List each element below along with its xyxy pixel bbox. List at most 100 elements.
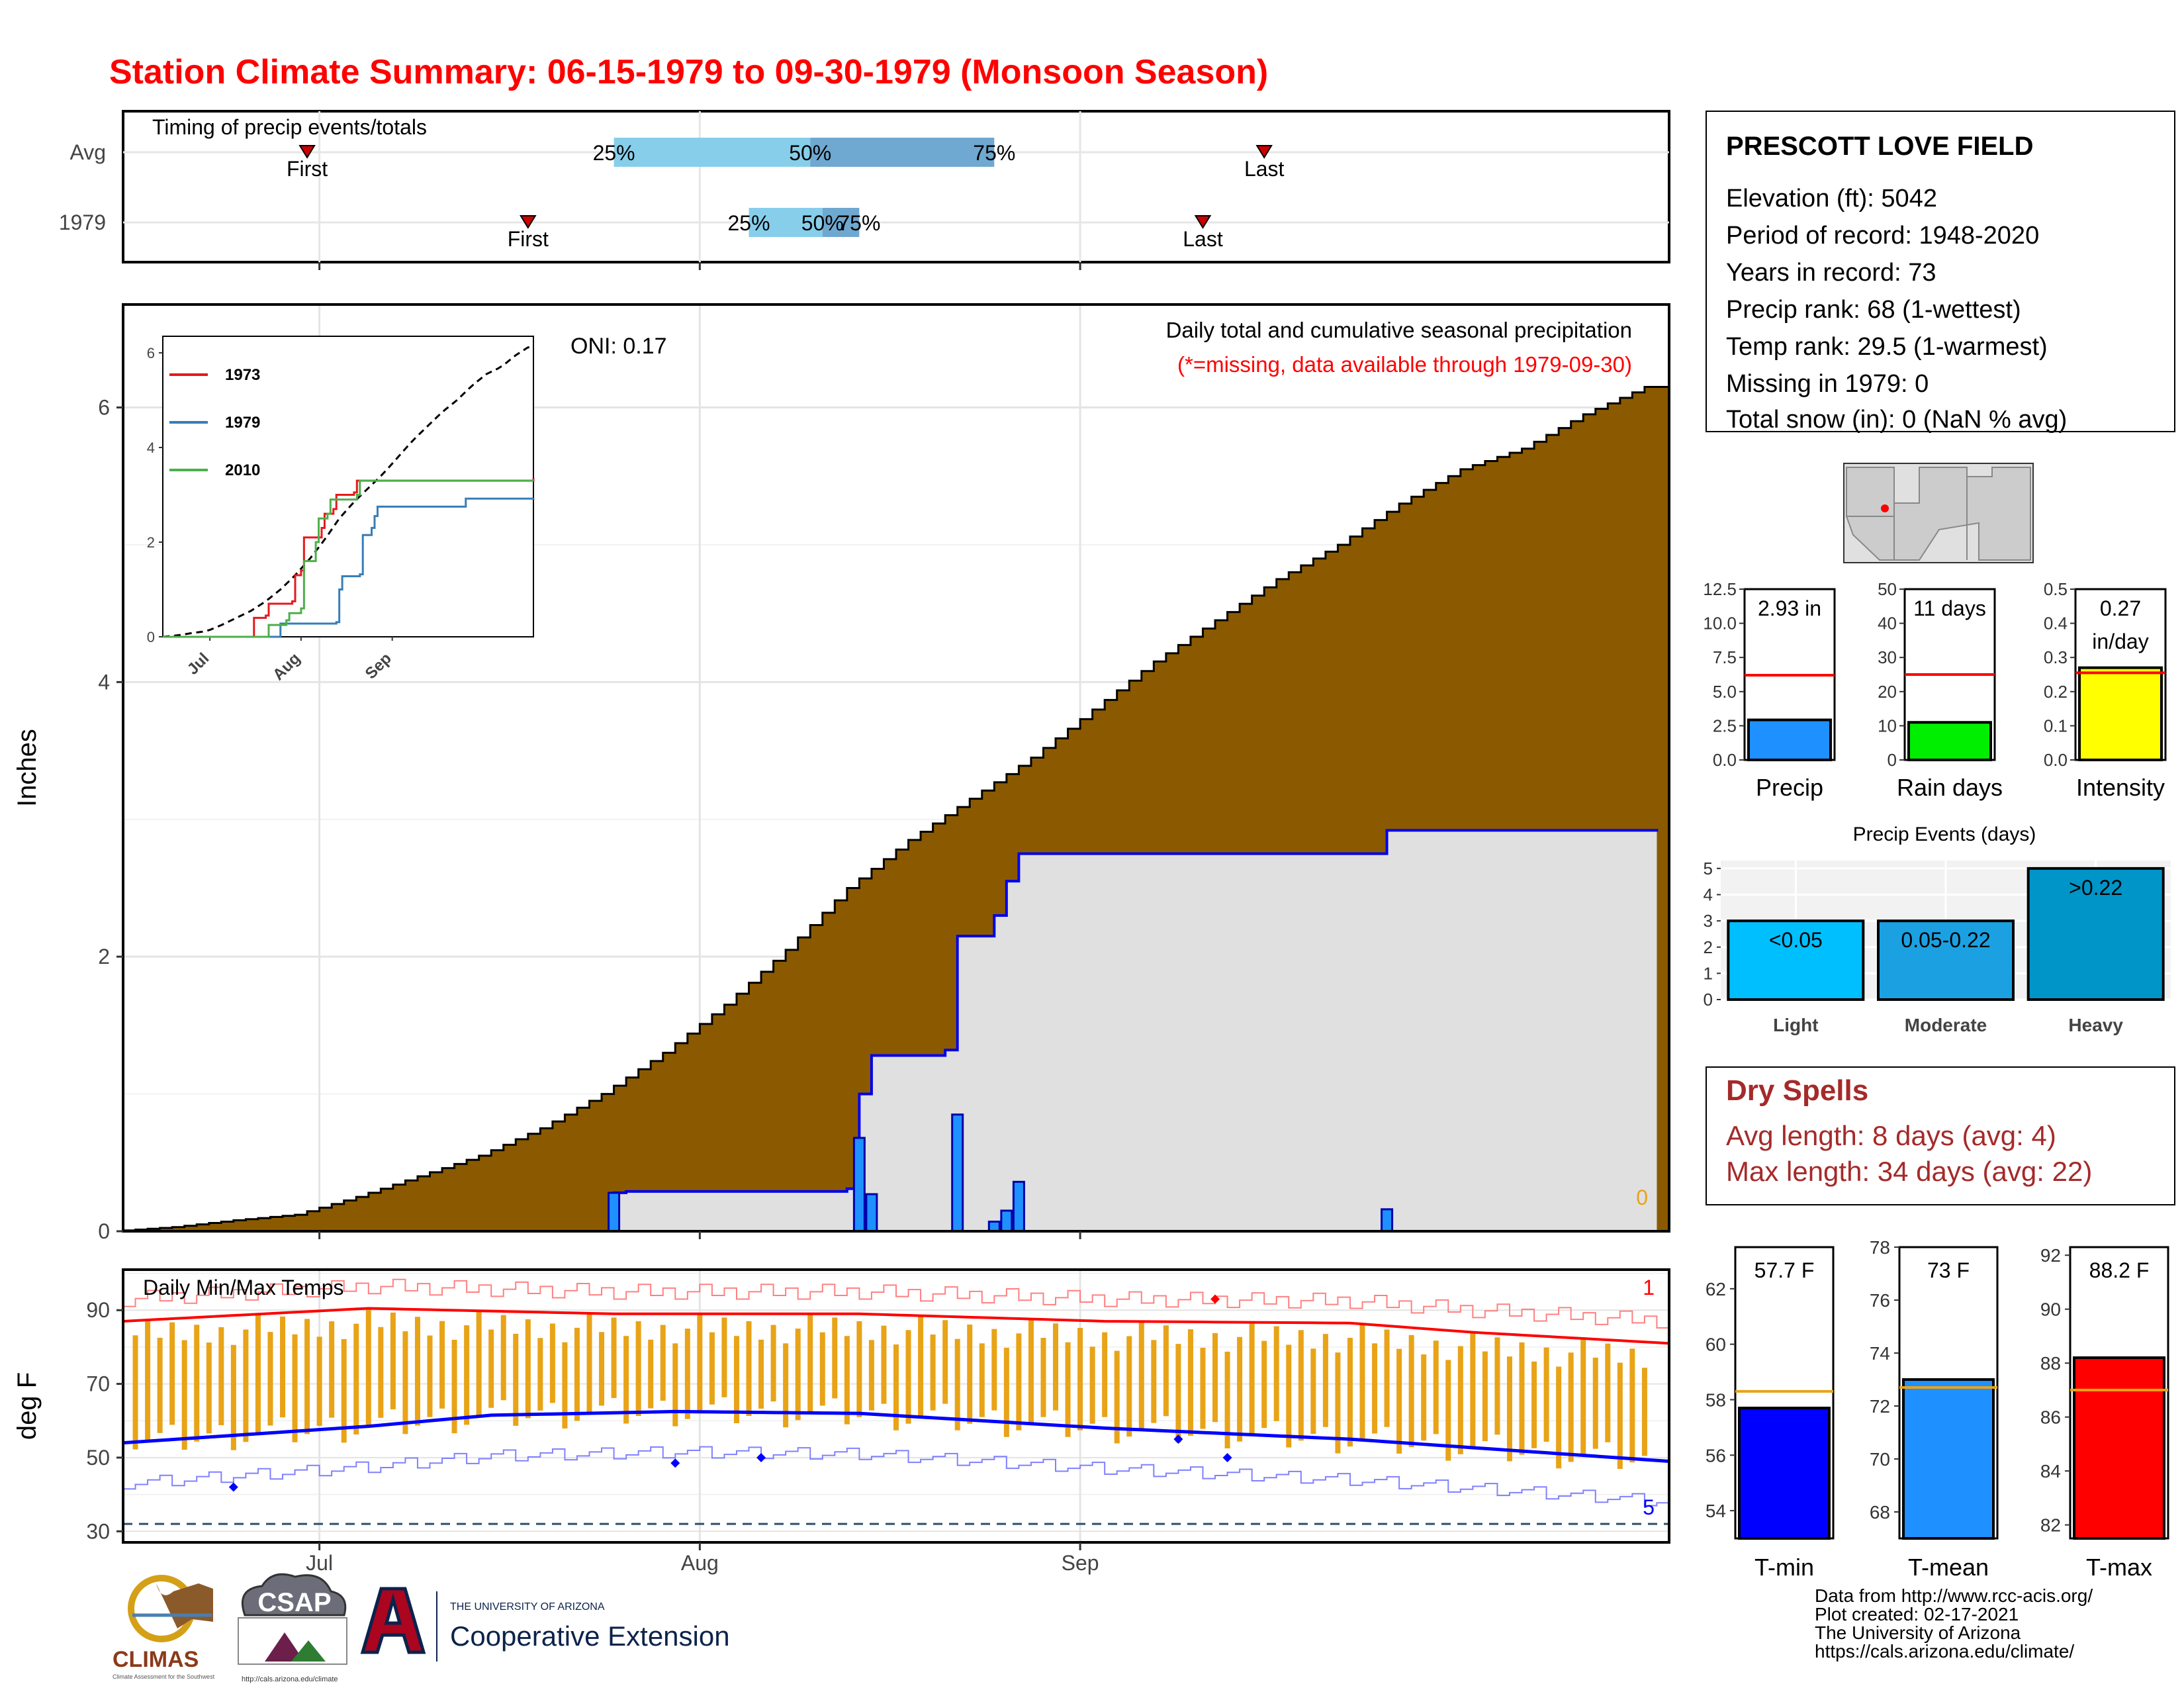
precip-subtitle: Daily total and cumulative seasonal prec… (1166, 318, 1632, 342)
daily-temp-range-bar (132, 1335, 138, 1450)
daily-precip-bar (1012, 1180, 1025, 1233)
daily-temp-range-bar (1543, 1347, 1549, 1442)
timing-percentile-label: 75% (838, 211, 880, 235)
mini-bar-tick-label: 5.0 (1713, 682, 1737, 702)
mini-bar-value-1 (1907, 721, 1992, 761)
daily-temp-range-bar (1175, 1344, 1181, 1443)
daily-temp-range-bar (1163, 1325, 1169, 1417)
temp-bar-tick-label: 78 (1870, 1237, 1890, 1258)
mini-bar-tick-label: 50 (1878, 579, 1897, 599)
daily-temp-range-bar (1237, 1336, 1243, 1442)
daily-temp-range-bar (414, 1317, 420, 1426)
inset-legend-label: 2010 (225, 461, 260, 479)
temps-panel-frame (122, 1268, 1670, 1544)
daily-temp-range-bar (525, 1319, 531, 1419)
timing-event-label: First (508, 227, 549, 251)
timing-panel: Timing of precip events/totals Avg 1979 … (59, 110, 1670, 263)
precip-panel: Inches 0 2 4 6 ONI: 0.17 Daily total and cu… (13, 303, 1670, 1243)
timing-box-lower (749, 208, 823, 237)
record-high-marker (1210, 1294, 1220, 1304)
daily-temp-range-bar (1249, 1322, 1255, 1435)
mini-bar-value-label: 0.27 (2100, 596, 2141, 620)
daily-temp-range-bar (918, 1315, 924, 1417)
daily-temp-range-bar (856, 1321, 862, 1417)
dry-spells-title: Dry Spells (1726, 1074, 1868, 1107)
precip-y-axis-label: Inches (13, 729, 42, 807)
daily-temp-range-bar (586, 1313, 592, 1413)
daily-temp-range-bar (1053, 1323, 1059, 1411)
temp-bar-tick-label: 92 (2040, 1245, 2061, 1266)
daily-temp-range-bar (1408, 1335, 1414, 1448)
temps-y-tick-label: 30 (86, 1519, 110, 1543)
temp-bar-tick-label: 88 (2040, 1353, 2061, 1374)
event-bar-label: Light (1773, 1015, 1818, 1035)
event-bar-tag: >0.22 (2069, 876, 2122, 900)
temps-plot (122, 1278, 1670, 1525)
record-high-line (123, 1278, 1669, 1329)
daily-temp-range-bar (353, 1323, 359, 1435)
event-bar-light (1727, 919, 1865, 1002)
precip-plot (122, 385, 1670, 1233)
mini-bar-tick-label: 2.5 (1713, 716, 1737, 735)
cumulative-1979-area (123, 829, 1657, 1231)
x-tick-label: Jul (306, 1551, 333, 1575)
inset-series-line-1979 (163, 497, 535, 638)
credit-line: The University of Arizona (1815, 1622, 2021, 1643)
daily-temp-range-bar (709, 1332, 715, 1405)
daily-temp-range-bar (488, 1329, 494, 1408)
precip-events-chart: Precip Events (days) 0 1 2 3 4 5 <0.05 Light 0.0… (1704, 823, 2171, 1035)
record-low-marker (670, 1458, 680, 1468)
temp-bar-tick-label: 56 (1706, 1445, 1726, 1466)
mini-bar-value-label: 2.93 in (1758, 596, 1821, 620)
daily-temp-range-bar (1457, 1346, 1463, 1454)
mini-bar-value-0 (1747, 718, 1832, 761)
timing-percentile-label: 75% (973, 141, 1015, 165)
inset-legend-label: 1973 (225, 366, 260, 384)
csap-mountain (291, 1640, 326, 1662)
daily-temp-range-bar (1470, 1332, 1476, 1448)
daily-temp-range-bar (979, 1343, 985, 1417)
daily-precip-bar (865, 1193, 878, 1233)
daily-temp-range-bar (537, 1338, 543, 1411)
record-low-marker (756, 1452, 766, 1462)
station-line: Temp rank: 29.5 (1-warmest) (1726, 333, 2048, 361)
daily-temp-range-bar (942, 1320, 948, 1404)
daily-temp-range-bar (1151, 1340, 1157, 1423)
daily-temp-range-bar (1433, 1340, 1439, 1434)
inset-series-line-1973 (163, 478, 535, 638)
temp-bar-tick-label: 70 (1870, 1449, 1890, 1470)
precip-y-ticks: 0 2 4 6 (98, 396, 123, 1243)
timing-event-label: First (287, 157, 328, 181)
climas-wordmark: CLIMAS (113, 1647, 199, 1672)
record-low-marker (1222, 1452, 1232, 1462)
daily-temp-range-bar (1494, 1337, 1500, 1435)
mini-bar-tick-label: 0.4 (2044, 614, 2068, 633)
event-bar-label: Heavy (2068, 1015, 2123, 1035)
daily-temp-range-bar (1372, 1343, 1378, 1434)
daily-temp-range-bar (672, 1343, 678, 1427)
southwest-states-shape (1846, 467, 2031, 561)
temp-bar-tick-label: 90 (2040, 1299, 2061, 1320)
station-line: Missing in 1979: 0 (1726, 370, 1929, 398)
inset-y-tick-label: 2 (147, 534, 155, 551)
climas-tagline: Climate Assessment for the Southwest (113, 1673, 215, 1680)
mini-bar-tick-label: 30 (1878, 647, 1897, 667)
ua-block-a-icon (360, 1587, 426, 1654)
mini-bar-tick-label: 40 (1878, 614, 1897, 633)
daily-temp-range-bar (1310, 1348, 1316, 1434)
daily-temp-range-bar (329, 1321, 335, 1418)
daily-temp-range-bar (169, 1322, 175, 1425)
daily-temp-range-bar (476, 1311, 482, 1417)
precip-y-tick-label: 0 (98, 1219, 110, 1243)
mini-bar-tick-label: 0 (1888, 750, 1897, 770)
daily-temp-range-bar (1519, 1342, 1525, 1455)
daily-temp-range-bar (390, 1312, 396, 1410)
daily-temp-range-bar (218, 1327, 224, 1425)
daily-temp-range-bar (280, 1316, 286, 1418)
csap-wordmark: CSAP (257, 1588, 331, 1617)
daily-temp-range-bar (1114, 1350, 1120, 1444)
temp-bar-value-t-max (2073, 1356, 2165, 1540)
daily-temp-range-bar (316, 1336, 322, 1427)
daily-temp-range-bar (1592, 1357, 1598, 1449)
